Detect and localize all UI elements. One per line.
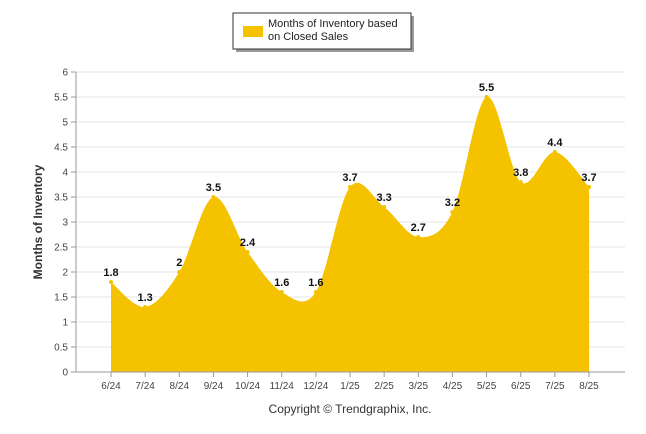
y-tick-label: 3 bbox=[62, 218, 68, 229]
data-point[interactable] bbox=[416, 235, 421, 239]
x-tick-label: 7/24 bbox=[135, 381, 155, 392]
y-tick-label: 2 bbox=[62, 268, 68, 279]
data-point[interactable] bbox=[450, 210, 455, 214]
legend[interactable]: Months of Inventory based on Closed Sale… bbox=[232, 12, 414, 52]
y-tick-label: 1.5 bbox=[54, 293, 68, 304]
x-tick-label: 4/25 bbox=[443, 381, 463, 392]
data-label: 3.8 bbox=[513, 167, 528, 179]
data-label: 3.7 bbox=[342, 172, 357, 184]
data-point[interactable] bbox=[552, 150, 557, 154]
x-tick-label: 8/25 bbox=[579, 381, 599, 392]
data-point[interactable] bbox=[177, 270, 182, 274]
y-tick-label: 0 bbox=[62, 368, 68, 379]
x-tick-label: 11/24 bbox=[270, 381, 295, 392]
legend-swatch bbox=[243, 26, 263, 37]
data-point[interactable] bbox=[109, 280, 113, 284]
data-label: 2.7 bbox=[411, 222, 426, 234]
x-tick-label: 2/25 bbox=[374, 381, 394, 392]
data-label: 3.7 bbox=[581, 172, 596, 184]
y-tick-label: 0.5 bbox=[54, 343, 68, 354]
legend-label-line1: Months of Inventory based bbox=[268, 18, 398, 30]
y-tick-label: 5.5 bbox=[54, 93, 68, 104]
y-tick-label: 4.5 bbox=[54, 143, 68, 154]
y-tick-label: 2.5 bbox=[54, 243, 68, 254]
x-tick-label: 12/24 bbox=[303, 381, 328, 392]
data-point[interactable] bbox=[484, 95, 489, 99]
data-label: 2 bbox=[176, 257, 182, 269]
y-tick-label: 5 bbox=[62, 118, 68, 129]
data-label: 1.6 bbox=[274, 277, 289, 289]
x-tick-label: 6/25 bbox=[511, 381, 531, 392]
data-label: 3.5 bbox=[206, 182, 221, 194]
x-tick-label: 8/24 bbox=[170, 381, 190, 392]
x-tick-label: 6/24 bbox=[101, 381, 121, 392]
data-label: 5.5 bbox=[479, 82, 494, 94]
data-point[interactable] bbox=[211, 195, 216, 199]
data-point[interactable] bbox=[279, 290, 284, 294]
area-series-fill[interactable] bbox=[111, 96, 589, 372]
data-label: 1.8 bbox=[103, 267, 118, 279]
y-axis-title: Months of Inventory bbox=[31, 164, 45, 279]
y-tick-label: 3.5 bbox=[54, 193, 68, 204]
legend-label-line2: on Closed Sales bbox=[268, 31, 349, 43]
area-series bbox=[111, 96, 589, 372]
data-point[interactable] bbox=[143, 305, 148, 309]
x-tick-label: 5/25 bbox=[477, 381, 497, 392]
data-point[interactable] bbox=[348, 185, 352, 189]
x-tick-label: 7/25 bbox=[545, 381, 565, 392]
x-tick-label: 3/25 bbox=[409, 381, 429, 392]
data-label: 4.4 bbox=[547, 137, 563, 149]
data-label: 3.3 bbox=[376, 192, 391, 204]
data-point[interactable] bbox=[313, 290, 318, 294]
data-point[interactable] bbox=[245, 250, 250, 254]
copyright-credit: Copyright © Trendgraphix, Inc. bbox=[269, 402, 432, 416]
y-tick-label: 6 bbox=[62, 68, 68, 79]
data-labels: 1.8 1.3 2 3.5 2.4 1.6 1.6 3.7 3.3 2.7 3.2 5.5 3.8 4.4… bbox=[103, 82, 597, 309]
y-tick-label: 4 bbox=[62, 168, 68, 179]
x-tick-label: 10/24 bbox=[235, 381, 260, 392]
data-point[interactable] bbox=[518, 180, 523, 184]
data-label: 3.2 bbox=[445, 197, 460, 209]
x-tick-label: 9/24 bbox=[204, 381, 224, 392]
data-point[interactable] bbox=[382, 205, 387, 209]
x-tick-label: 1/25 bbox=[340, 381, 360, 392]
data-label: 1.6 bbox=[308, 277, 323, 289]
data-point[interactable] bbox=[587, 185, 591, 189]
data-label: 2.4 bbox=[240, 237, 256, 249]
data-label: 1.3 bbox=[137, 292, 152, 304]
axes: 0 0.5 1 1.5 2 2.5 3 3.5 4 4.5 5 5.5 6 6/24 7/24 8/24 9/2… bbox=[54, 68, 625, 392]
y-tick-label: 1 bbox=[62, 318, 68, 329]
